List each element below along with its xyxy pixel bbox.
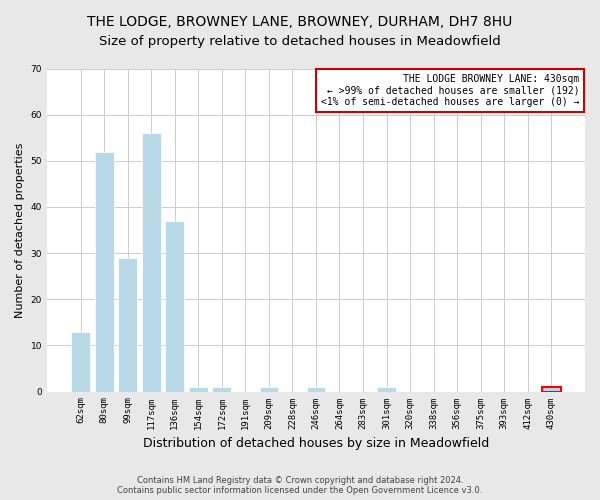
Y-axis label: Number of detached properties: Number of detached properties — [15, 142, 25, 318]
Bar — [189, 387, 208, 392]
Bar — [212, 387, 231, 392]
Bar — [71, 332, 90, 392]
X-axis label: Distribution of detached houses by size in Meadowfield: Distribution of detached houses by size … — [143, 437, 489, 450]
Text: Contains HM Land Registry data © Crown copyright and database right 2024.
Contai: Contains HM Land Registry data © Crown c… — [118, 476, 482, 495]
Text: THE LODGE, BROWNEY LANE, BROWNEY, DURHAM, DH7 8HU: THE LODGE, BROWNEY LANE, BROWNEY, DURHAM… — [88, 15, 512, 29]
Bar — [142, 133, 161, 392]
Bar — [260, 387, 278, 392]
Bar — [95, 152, 114, 392]
Bar — [118, 258, 137, 392]
Bar — [166, 221, 184, 392]
Bar — [542, 387, 560, 392]
Text: Size of property relative to detached houses in Meadowfield: Size of property relative to detached ho… — [99, 35, 501, 48]
Text: THE LODGE BROWNEY LANE: 430sqm
← >99% of detached houses are smaller (192)
<1% o: THE LODGE BROWNEY LANE: 430sqm ← >99% of… — [321, 74, 580, 108]
Bar — [307, 387, 325, 392]
Bar — [377, 387, 396, 392]
